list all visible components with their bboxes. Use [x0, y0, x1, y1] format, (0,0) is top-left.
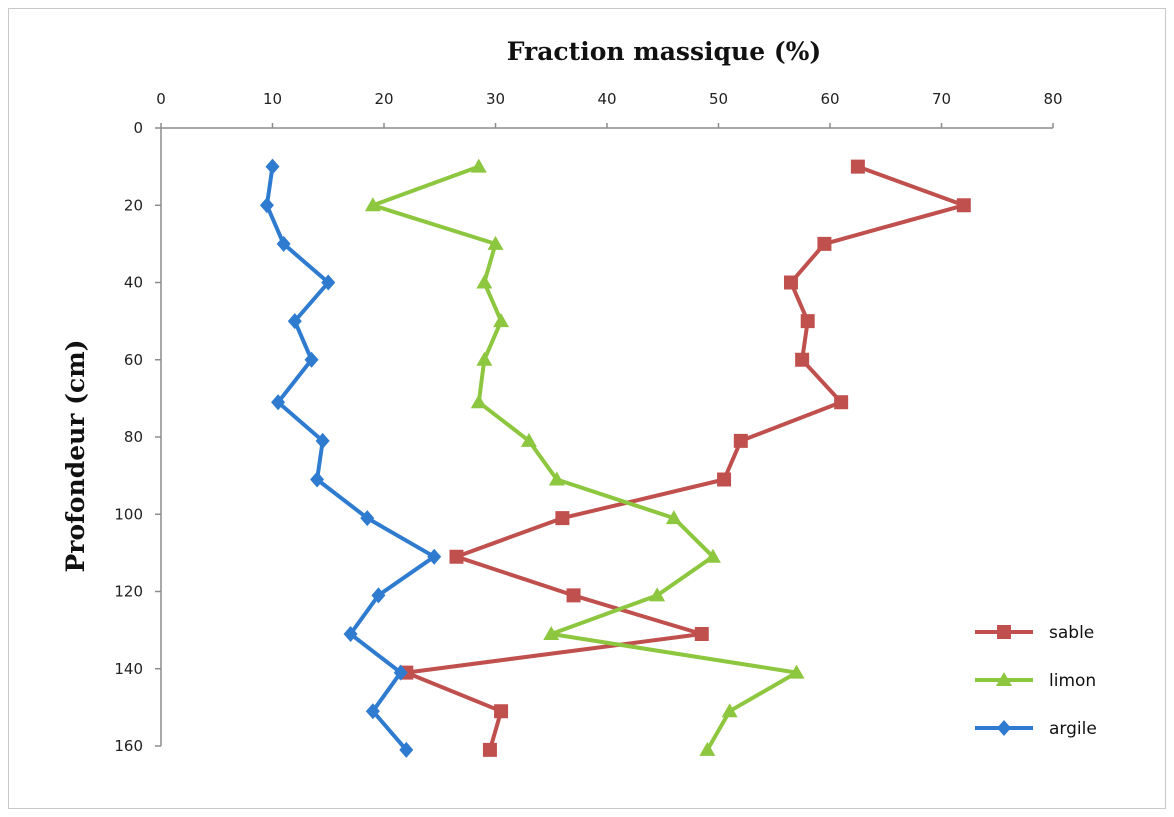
- limon-point: [699, 741, 716, 756]
- limon-point: [548, 471, 565, 486]
- series-limon: [364, 158, 805, 756]
- sable-point: [566, 588, 581, 603]
- series-argile-line: [264, 166, 437, 752]
- legend-item-limon: limon: [975, 671, 1096, 691]
- legend-marker-limon: [996, 672, 1012, 686]
- y-tick-label: 20: [124, 196, 143, 214]
- y-tick-label: 160: [114, 737, 143, 755]
- limon-point: [487, 235, 504, 250]
- x-tick-label: 10: [263, 90, 282, 108]
- legend-marker-sable: [997, 625, 1011, 639]
- argile-point: [393, 664, 408, 681]
- limon-point: [470, 394, 487, 409]
- legend-marker-argile: [997, 720, 1011, 736]
- argile-point: [276, 235, 291, 252]
- limon-point: [721, 703, 738, 718]
- legend-item-argile: argile: [975, 719, 1097, 739]
- sable-point: [956, 198, 971, 213]
- axes: 0 10 20 30 40 50 60 70 80 0 20 40 60 80 100 120 140 160: [114, 90, 1062, 755]
- series-limon-line: [370, 164, 799, 751]
- limon-point: [364, 197, 381, 212]
- legend-item-sable: sable: [975, 623, 1094, 643]
- argile-point: [265, 158, 280, 175]
- argile-point: [287, 313, 302, 330]
- sable-point: [834, 395, 849, 410]
- x-tick-label: 50: [709, 90, 728, 108]
- series-sable-line: [404, 164, 966, 751]
- sable-point: [717, 472, 732, 487]
- limon-point: [665, 510, 682, 525]
- argile-point: [259, 197, 274, 214]
- legend-label-limon: limon: [1049, 671, 1096, 691]
- y-tick-label: 60: [124, 351, 143, 369]
- y-tick-label: 0: [133, 119, 143, 137]
- y-axis-label: Profondeur (cm): [61, 339, 90, 572]
- limon-point: [788, 664, 805, 679]
- limon-point: [704, 548, 721, 563]
- y-tick-label: 120: [114, 583, 143, 601]
- series-layer: [259, 158, 971, 758]
- x-tick-label: 20: [374, 90, 393, 108]
- sable-point: [800, 314, 815, 329]
- sable-point: [449, 549, 464, 564]
- x-tick-label: 60: [820, 90, 839, 108]
- legend-label-sable: sable: [1049, 623, 1094, 643]
- x-tick-label: 40: [597, 90, 616, 108]
- sable-point: [694, 626, 709, 641]
- sable-point: [795, 352, 810, 367]
- sable-point: [555, 511, 570, 526]
- sable-point: [494, 704, 509, 719]
- limon-point: [520, 432, 537, 447]
- chart-frame: [8, 8, 1166, 809]
- sable-point: [850, 159, 865, 174]
- limon-point: [476, 274, 493, 289]
- legend: sable limon argile: [975, 623, 1097, 739]
- sable-point: [783, 275, 798, 290]
- argile-point: [427, 548, 442, 565]
- limon-point: [476, 351, 493, 366]
- sable-point: [733, 433, 748, 448]
- series-argile: [259, 158, 442, 758]
- argile-point: [310, 471, 325, 488]
- argile-point: [271, 394, 286, 411]
- sable-point: [817, 236, 832, 251]
- legend-label-argile: argile: [1049, 719, 1097, 739]
- series-sable: [399, 159, 971, 757]
- argile-point: [315, 432, 330, 449]
- y-tick-label: 100: [114, 505, 143, 523]
- argile-point: [360, 510, 375, 527]
- y-tick-label: 40: [124, 274, 143, 292]
- x-axis-label: Fraction massique (%): [507, 37, 821, 66]
- x-tick-label: 30: [486, 90, 505, 108]
- argile-point: [304, 351, 319, 368]
- argile-point: [321, 274, 336, 291]
- limon-point: [543, 625, 560, 640]
- limon-point: [470, 158, 487, 173]
- x-tick-label: 80: [1043, 90, 1062, 108]
- argile-point: [399, 741, 414, 758]
- sable-point: [482, 742, 497, 757]
- limon-point: [493, 313, 510, 328]
- argile-point: [343, 625, 358, 642]
- x-tick-label: 0: [156, 90, 166, 108]
- y-tick-label: 80: [124, 428, 143, 446]
- argile-point: [371, 587, 386, 604]
- limon-point: [649, 587, 666, 602]
- y-tick-label: 140: [114, 660, 143, 678]
- x-tick-label: 70: [932, 90, 951, 108]
- argile-point: [365, 703, 380, 720]
